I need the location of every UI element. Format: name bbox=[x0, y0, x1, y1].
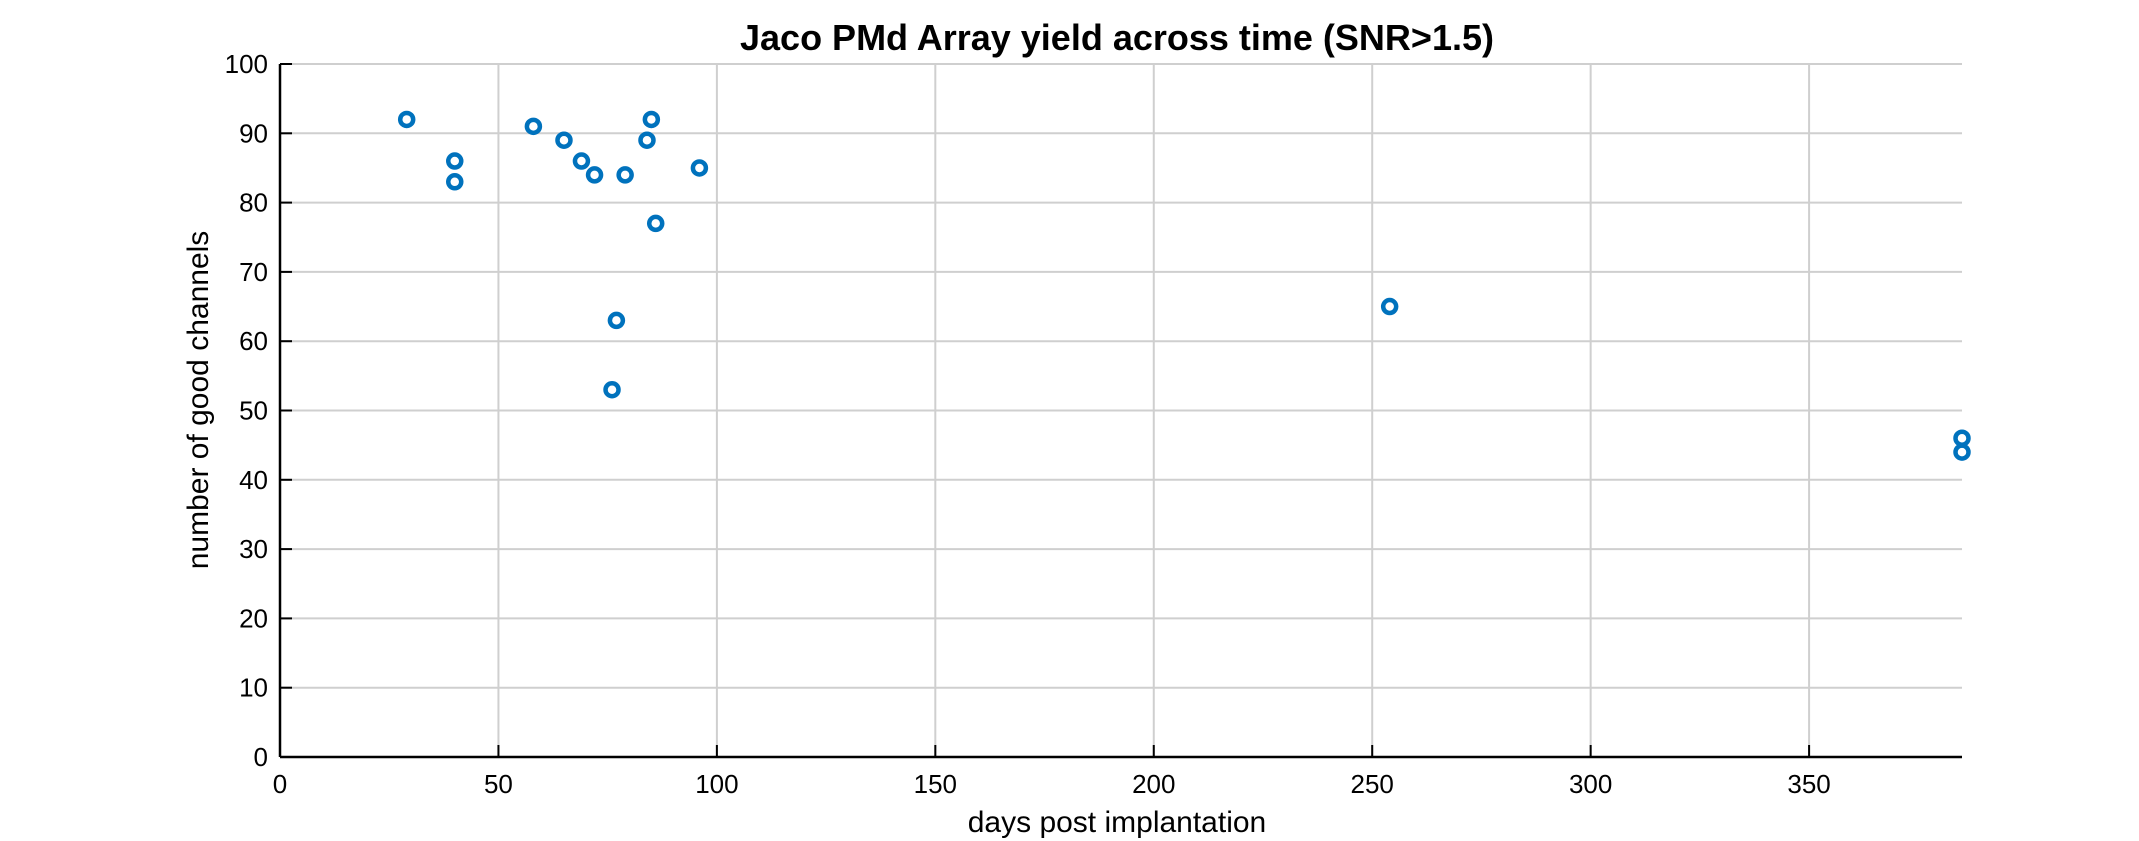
chart-title: Jaco PMd Array yield across time (SNR>1.… bbox=[740, 17, 1494, 58]
data-point bbox=[1380, 297, 1399, 316]
data-point bbox=[397, 110, 416, 129]
y-tick-label: 100 bbox=[225, 49, 268, 79]
y-tick-label: 60 bbox=[239, 326, 268, 356]
y-tick-label: 30 bbox=[239, 534, 268, 564]
data-point bbox=[638, 131, 656, 149]
data-point bbox=[555, 131, 573, 149]
x-tick-label: 350 bbox=[1787, 769, 1830, 799]
y-tick-label: 40 bbox=[239, 465, 268, 495]
data-point bbox=[690, 159, 709, 177]
x-axis-label: days post implantation bbox=[968, 806, 1267, 839]
data-point bbox=[446, 173, 464, 191]
y-tick-label: 10 bbox=[239, 673, 268, 703]
y-tick-label: 20 bbox=[239, 603, 268, 633]
y-tick-label: 90 bbox=[239, 118, 268, 148]
data-point bbox=[646, 214, 665, 233]
data-point bbox=[607, 311, 626, 330]
data-point bbox=[572, 152, 591, 170]
x-tick-label: 200 bbox=[1132, 769, 1175, 799]
y-tick-label: 50 bbox=[239, 396, 268, 426]
y-tick-label: 70 bbox=[239, 257, 268, 287]
data-point bbox=[616, 166, 634, 184]
data-point bbox=[1953, 443, 1971, 461]
grid bbox=[280, 63, 1962, 757]
data-point bbox=[642, 110, 661, 129]
data-point bbox=[524, 117, 543, 136]
data-point bbox=[446, 152, 464, 170]
data-point bbox=[1953, 429, 1971, 447]
axes bbox=[278, 63, 1962, 759]
x-tick-label: 0 bbox=[273, 769, 287, 799]
y-axis-label: number of good channels bbox=[182, 231, 215, 570]
data-point bbox=[585, 166, 604, 184]
y-tick-label: 0 bbox=[254, 742, 268, 772]
x-tick-label: 150 bbox=[914, 769, 957, 799]
x-tick-label: 250 bbox=[1351, 769, 1394, 799]
data-point bbox=[603, 380, 621, 399]
data-points bbox=[397, 110, 1971, 461]
x-tick-label: 300 bbox=[1569, 769, 1612, 799]
tick-labels: 0 50 100 150 200 250 300 350 0 10 20 30 40 50 60 70 80 90… bbox=[225, 49, 1831, 799]
y-tick-label: 80 bbox=[239, 188, 268, 218]
x-tick-label: 100 bbox=[695, 769, 738, 799]
x-tick-label: 50 bbox=[484, 769, 513, 799]
